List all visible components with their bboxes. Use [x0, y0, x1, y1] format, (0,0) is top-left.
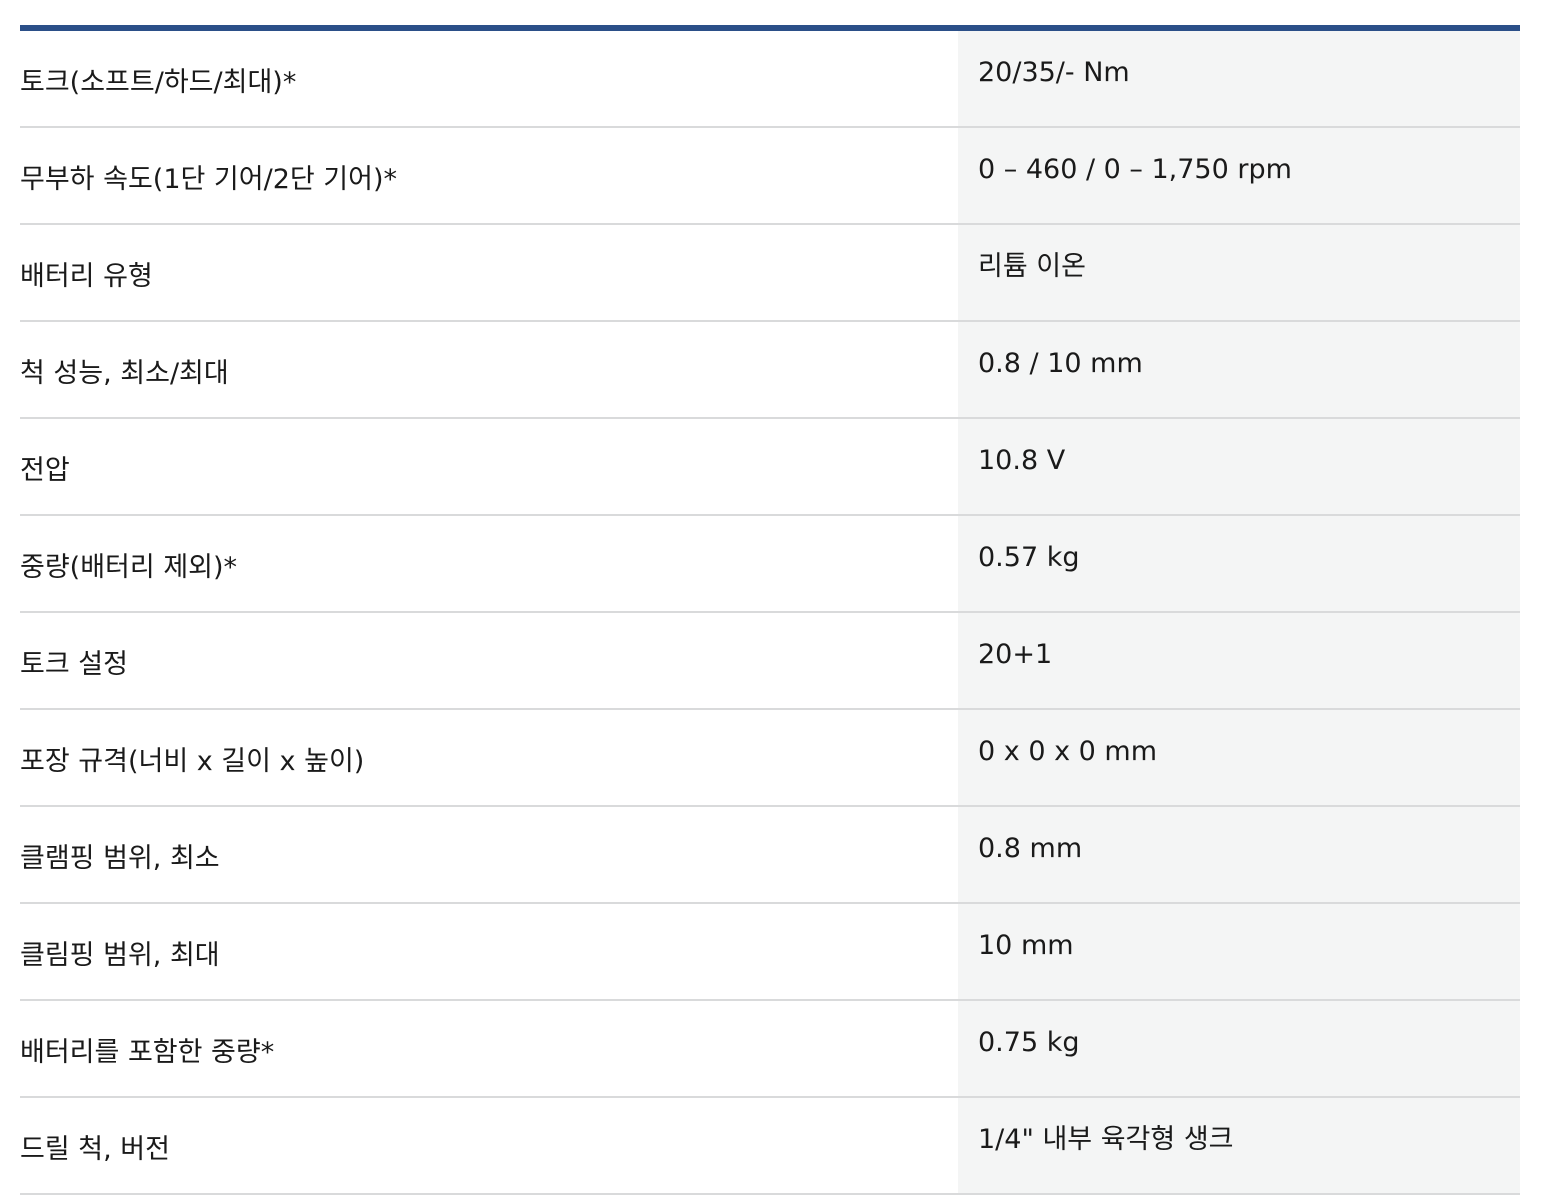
- spec-row-battery-type: 배터리 유형 리튬 이온: [20, 225, 1520, 322]
- spec-row-no-load-speed: 무부하 속도(1단 기어/2단 기어)* 0 – 460 / 0 – 1,750…: [20, 128, 1520, 225]
- spec-value: 리튬 이온: [958, 225, 1520, 320]
- spec-label: 척 성능, 최소/최대: [20, 358, 229, 389]
- spec-row-package-dimensions: 포장 규격(너비 x 길이 x 높이) 0 x 0 x 0 mm: [20, 710, 1520, 807]
- spec-row-torque-settings: 토크 설정 20+1: [20, 613, 1520, 710]
- spec-row-clamping-min: 클램핑 범위, 최소 0.8 mm: [20, 807, 1520, 904]
- spec-table: 토크(소프트/하드/최대)* 20/35/- Nm 무부하 속도(1단 기어/2…: [20, 25, 1520, 1195]
- spec-label: 클램핑 범위, 최소: [20, 843, 220, 874]
- spec-label: 배터리 유형: [20, 261, 153, 292]
- spec-row-chuck-capacity: 척 성능, 최소/최대 0.8 / 10 mm: [20, 322, 1520, 419]
- spec-value: 1/4" 내부 육각형 생크: [958, 1098, 1520, 1193]
- spec-value: 20+1: [958, 613, 1520, 708]
- spec-value: 0.8 mm: [958, 807, 1520, 902]
- spec-label: 드릴 척, 버전: [20, 1134, 170, 1165]
- spec-row-weight-without-battery: 중량(배터리 제외)* 0.57 kg: [20, 516, 1520, 613]
- spec-row-voltage: 전압 10.8 V: [20, 419, 1520, 516]
- spec-value: 0.57 kg: [958, 516, 1520, 611]
- spec-row-clamping-max: 클림핑 범위, 최대 10 mm: [20, 904, 1520, 1001]
- spec-label: 토크(소프트/하드/최대)*: [20, 67, 297, 98]
- spec-value: 10 mm: [958, 904, 1520, 999]
- spec-label: 포장 규격(너비 x 길이 x 높이): [20, 746, 365, 777]
- spec-row-drill-chuck-version: 드릴 척, 버전 1/4" 내부 육각형 생크: [20, 1098, 1520, 1195]
- spec-label: 무부하 속도(1단 기어/2단 기어)*: [20, 164, 398, 195]
- spec-value: 0.8 / 10 mm: [958, 322, 1520, 417]
- spec-label: 클림핑 범위, 최대: [20, 940, 220, 971]
- spec-value: 0.75 kg: [958, 1001, 1520, 1096]
- spec-label: 전압: [20, 455, 70, 486]
- spec-row-torque: 토크(소프트/하드/최대)* 20/35/- Nm: [20, 31, 1520, 128]
- spec-label: 토크 설정: [20, 649, 128, 680]
- spec-value: 10.8 V: [958, 419, 1520, 514]
- spec-value: 20/35/- Nm: [958, 31, 1520, 126]
- spec-row-weight-with-battery: 배터리를 포함한 중량* 0.75 kg: [20, 1001, 1520, 1098]
- spec-label: 중량(배터리 제외)*: [20, 552, 238, 583]
- spec-label: 배터리를 포함한 중량*: [20, 1037, 275, 1068]
- spec-value: 0 – 460 / 0 – 1,750 rpm: [958, 128, 1520, 223]
- spec-value: 0 x 0 x 0 mm: [958, 710, 1520, 805]
